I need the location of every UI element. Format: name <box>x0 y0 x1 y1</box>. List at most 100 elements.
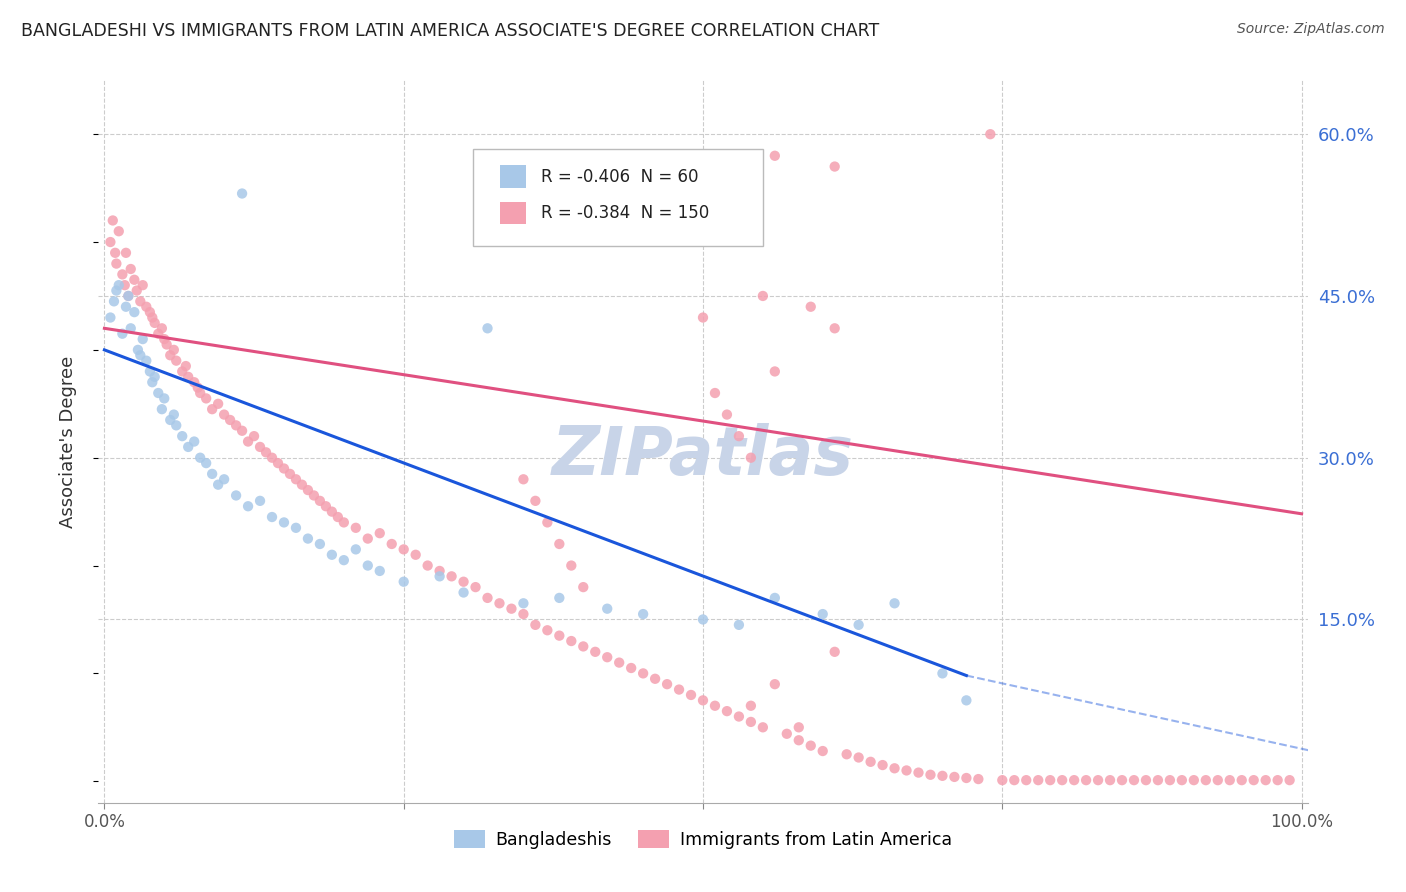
Point <box>1219 773 1241 788</box>
Point <box>824 645 846 659</box>
Point <box>1026 773 1049 788</box>
Point <box>416 558 439 573</box>
Point <box>302 488 325 502</box>
Point <box>177 440 200 454</box>
Point <box>883 761 905 775</box>
Point <box>297 532 319 546</box>
Point <box>560 558 582 573</box>
Point <box>273 461 295 475</box>
Point <box>101 213 124 227</box>
Point <box>536 624 558 638</box>
Point <box>872 758 894 772</box>
Point <box>127 343 149 357</box>
Point <box>607 656 630 670</box>
Point <box>1002 773 1025 788</box>
Point <box>143 316 166 330</box>
Point <box>620 661 643 675</box>
Y-axis label: Associate's Degree: Associate's Degree <box>59 355 77 528</box>
Point <box>501 601 523 615</box>
Point <box>150 402 173 417</box>
Point <box>172 429 194 443</box>
Point <box>344 521 367 535</box>
Point <box>115 245 138 260</box>
Point <box>148 326 170 341</box>
Point <box>392 542 415 557</box>
Point <box>236 434 259 449</box>
Point <box>111 326 134 341</box>
Point <box>105 257 128 271</box>
Point <box>254 445 277 459</box>
Point <box>931 666 953 681</box>
Point <box>907 765 929 780</box>
Point <box>174 359 197 373</box>
Point <box>100 310 122 325</box>
Point <box>704 386 727 401</box>
Point <box>187 381 209 395</box>
Point <box>225 418 247 433</box>
Point <box>1278 773 1301 788</box>
Point <box>859 755 882 769</box>
Point <box>125 284 148 298</box>
Point <box>740 698 762 713</box>
Point <box>512 596 534 610</box>
Point <box>405 548 427 562</box>
Point <box>278 467 301 481</box>
Point <box>763 677 786 691</box>
Point <box>297 483 319 497</box>
Point <box>153 392 176 406</box>
Point <box>392 574 415 589</box>
Point <box>207 397 229 411</box>
Point <box>704 698 727 713</box>
Point <box>488 596 510 610</box>
Point <box>824 160 846 174</box>
Point <box>344 542 367 557</box>
Point <box>117 289 139 303</box>
Point <box>188 386 211 401</box>
Point <box>631 666 654 681</box>
Point <box>477 321 499 335</box>
Point <box>129 294 152 309</box>
Point <box>284 472 307 486</box>
Point <box>368 564 391 578</box>
Point <box>249 440 271 454</box>
Point <box>752 720 775 734</box>
Point <box>668 682 690 697</box>
Point <box>117 289 139 303</box>
Point <box>883 596 905 610</box>
Point <box>315 500 337 514</box>
Point <box>177 369 200 384</box>
Point <box>979 127 1001 141</box>
Point <box>195 456 218 470</box>
Point <box>381 537 404 551</box>
Point <box>1195 773 1218 788</box>
Point <box>548 537 571 551</box>
Point <box>1243 773 1265 788</box>
Point <box>163 343 186 357</box>
Point <box>120 262 142 277</box>
Point <box>800 739 823 753</box>
FancyBboxPatch shape <box>501 202 526 224</box>
Point <box>848 618 870 632</box>
Point <box>896 764 918 778</box>
Point <box>692 693 714 707</box>
Point <box>165 353 187 368</box>
Point <box>524 618 547 632</box>
Point <box>477 591 499 605</box>
Point <box>583 645 606 659</box>
Point <box>249 493 271 508</box>
Point <box>115 300 138 314</box>
Point <box>107 224 129 238</box>
Point <box>1147 773 1170 788</box>
Point <box>231 424 253 438</box>
Point <box>763 364 786 378</box>
Point <box>141 310 163 325</box>
Point <box>1050 773 1073 788</box>
Point <box>309 493 332 508</box>
Point <box>243 429 266 443</box>
Point <box>716 408 738 422</box>
Point <box>225 488 247 502</box>
Point <box>931 769 953 783</box>
Point <box>326 510 349 524</box>
Text: R = -0.384  N = 150: R = -0.384 N = 150 <box>541 204 709 222</box>
Point <box>135 353 157 368</box>
